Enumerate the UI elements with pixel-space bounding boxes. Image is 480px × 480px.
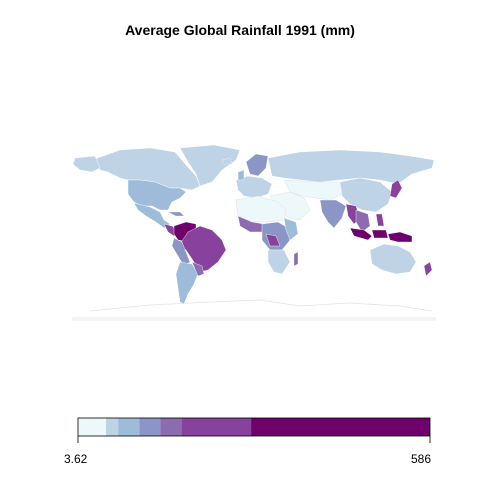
map-title: Average Global Rainfall 1991 (mm) (125, 22, 355, 38)
legend-swatch (118, 418, 140, 436)
uruguay-paraguay (191, 261, 205, 277)
cuba (167, 211, 185, 217)
legend-swatch (139, 418, 161, 436)
legend-swatch (106, 418, 119, 436)
india (319, 199, 347, 229)
antarctica-outline (72, 299, 436, 321)
philippines (375, 213, 385, 227)
iceland (221, 157, 233, 165)
legend-swatch (251, 418, 430, 436)
legend-swatch (181, 418, 252, 436)
legend-max-label: 586 (411, 452, 432, 466)
europe-west (235, 175, 273, 199)
east-africa (283, 217, 299, 241)
legend-min-label: 3.62 (64, 452, 88, 466)
greenland (179, 144, 241, 187)
china (339, 177, 393, 213)
southeast-asia (355, 209, 371, 233)
australia (369, 243, 417, 275)
uk (237, 169, 245, 181)
scandinavia (245, 153, 269, 177)
southern-africa (267, 249, 291, 275)
legend-swatch (160, 418, 182, 436)
legend-frame (77, 417, 431, 437)
madagascar (293, 251, 299, 267)
legend-swatch (78, 418, 107, 436)
legend-swatches (78, 418, 430, 436)
new-zealand (423, 261, 433, 277)
japan (389, 179, 403, 199)
congo (265, 233, 281, 247)
indonesia (349, 227, 413, 243)
usa (127, 179, 187, 211)
alaska (72, 155, 101, 173)
